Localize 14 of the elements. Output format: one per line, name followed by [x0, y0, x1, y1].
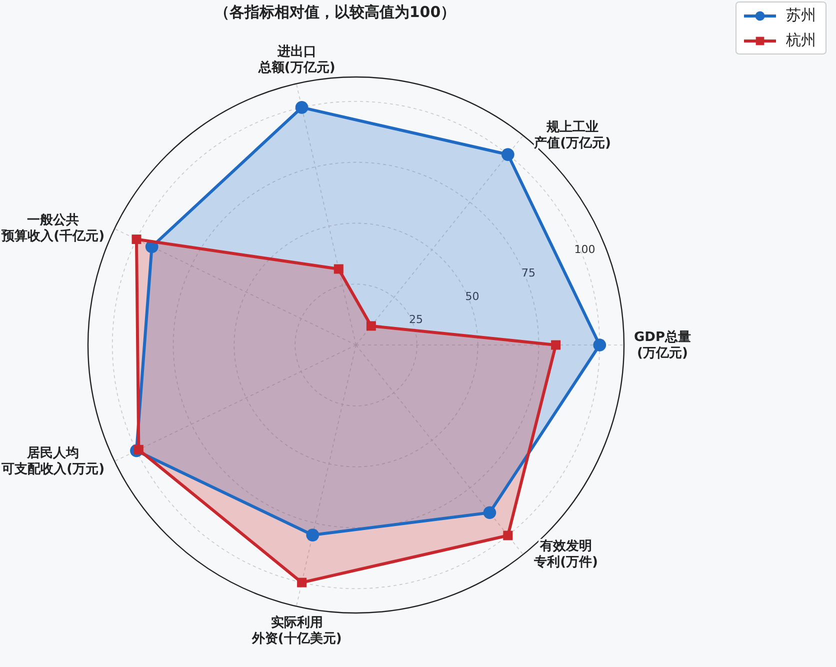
y-tick-label: 50: [465, 290, 480, 303]
spoke-label: 实际利用外资(十亿美元): [250, 614, 342, 646]
spoke-label: 一般公共预算收入(千亿元): [0, 213, 105, 244]
y-tick-label: 25: [408, 313, 423, 326]
legend-label: 苏州: [786, 6, 816, 24]
spoke-label: 有效发明专利(万件): [533, 539, 598, 570]
chart-title: （各指标相对值，以较高值为100）: [214, 3, 456, 21]
spoke-label: 居民人均可支配收入(万元): [0, 446, 105, 477]
y-tick-label: 75: [522, 266, 536, 280]
spoke-label: 进出口总额(万亿元): [257, 44, 336, 76]
spoke-label: 规上工业产值(万亿元): [533, 120, 611, 151]
spoke-label: GDP总量(万亿元): [634, 329, 691, 361]
y-tick-label: 100: [574, 243, 596, 256]
legend-label: 杭州: [785, 31, 816, 50]
